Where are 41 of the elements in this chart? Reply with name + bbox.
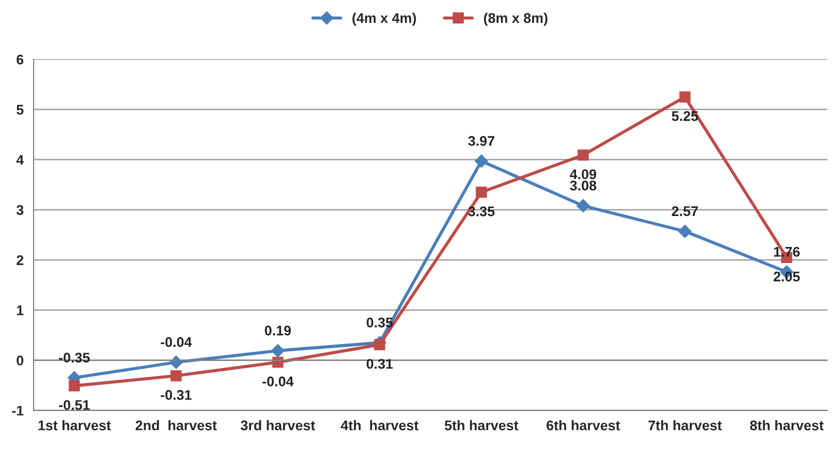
y-tick-label: -1 (12, 406, 24, 416)
data-label: -0.04 (262, 376, 294, 386)
x-tick-label: 7th harvest (648, 420, 722, 430)
point (169, 356, 183, 369)
point (68, 380, 80, 392)
point (272, 356, 284, 368)
x-tick-label: 4th harvest (340, 420, 418, 430)
x-tick-label: 8th harvest (750, 420, 824, 430)
point (576, 199, 590, 212)
point (374, 339, 386, 350)
data-label: 3.97 (468, 136, 494, 146)
data-label: 2.05 (774, 272, 800, 282)
legend-label: (8m x 8m) (484, 12, 548, 26)
y-tick-label: 0 (16, 356, 24, 366)
x-tick-label: 3rd harvest (240, 420, 316, 430)
y-tick-label: 6 (16, 54, 24, 64)
y-tick-label: 5 (16, 104, 24, 115)
data-label: 4.09 (570, 169, 596, 180)
x-tick-label: 1st harvest (38, 420, 111, 430)
data-label: 0.19 (264, 326, 291, 336)
y-tick-label: 4 (16, 155, 24, 165)
point (679, 91, 690, 102)
legend-label: (4m x 4m) (352, 12, 416, 26)
data-label: 3.08 (570, 180, 596, 191)
y-tick-label: 2 (16, 255, 24, 265)
data-label: -0.04 (160, 337, 192, 347)
x-tick-label: 6th harvest (546, 420, 620, 430)
x-tick-label: 5th harvest (444, 420, 518, 430)
point (476, 186, 487, 198)
point (578, 150, 589, 161)
point (271, 344, 284, 358)
data-label: 2.57 (672, 206, 698, 216)
point (474, 154, 488, 168)
y-tick-label: 1 (17, 306, 24, 316)
point (678, 224, 692, 238)
data-label: -0.51 (59, 400, 90, 410)
x-tick-label: 2nd harvest (136, 420, 217, 430)
data-label: -0.31 (160, 390, 192, 400)
y-tick-label: 3 (16, 205, 24, 215)
data-label: 0.31 (366, 358, 393, 369)
point (170, 370, 182, 382)
